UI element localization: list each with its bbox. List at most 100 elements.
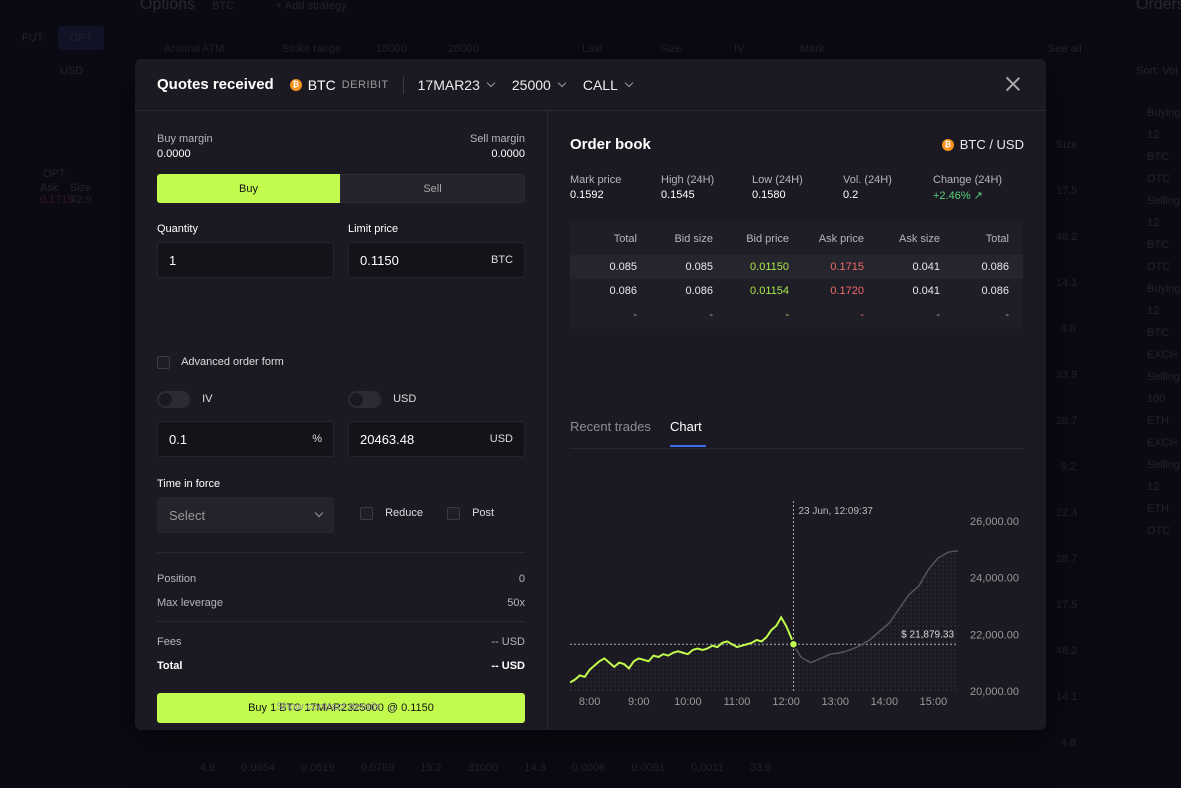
fees-value: -- USD [491,636,525,648]
price-chart[interactable]: 26,000.00 24,000.00 22,000.00 20,000.00 8:00… [570,461,1033,721]
contract-details-toggle[interactable]: Show contract details [276,701,396,713]
filter-size[interactable]: Size [660,43,682,55]
x-tick-label: 8:00 [579,696,600,708]
tab-recent-trades[interactable]: Recent trades [570,419,651,434]
table-row[interactable]: - - - - - - [633,309,1009,321]
fees-label: Fees [157,636,182,648]
panel-divider [547,111,548,730]
header-bid-size: Bid size [674,233,713,245]
type-dropdown[interactable]: CALL [582,76,634,93]
bg-size-column: Size 17.5 48.2 14.1 4.8 33.9 28.7 9.2 22.4 28.7 17… [1056,139,1078,749]
iv-label: IV [202,393,213,406]
chart-area-fill [570,550,958,691]
post-checkbox-row[interactable]: Post [447,507,494,520]
x-tick-label: 9:00 [628,696,649,708]
buy-submit-button[interactable]: Buy 1 BTC 17MAR2325000 @ 0.1150 [157,693,525,723]
bg-bottom-row: 4.9 0.0654 0.0519 0.0789 15.2 31000 14.3 0.0006… [200,762,772,774]
stat-low: Low (24H) 0.1580 [752,174,803,201]
sell-margin-value: 0.0000 [491,148,525,160]
bg-coin: BTC [212,0,234,12]
quantity-input[interactable]: 1 [157,242,334,278]
iv-toggle[interactable] [157,391,190,408]
crosshair-time-label: 23 Jun, 12:09:37 [798,506,873,517]
strike-dropdown[interactable]: 25000 [512,77,567,93]
orders-sort: Sort: Vol [1136,65,1178,77]
tab-fut[interactable]: FUT [22,32,44,44]
stat-change: Change (24H) +2.46% ↗ [933,174,1003,202]
post-label: Post [472,507,495,520]
stat-volume: Vol. (24H) 0.2 [843,174,892,201]
limit-price-value: 0.1150 [360,252,399,268]
buy-sell-toggle: Buy Sell [157,174,525,203]
reduce-checkbox-row[interactable]: Reduce [360,507,423,520]
usd-input[interactable]: 20463.48 USD [348,421,525,457]
type-value: CALL [582,76,618,93]
post-checkbox[interactable] [447,507,460,520]
x-tick-label: 15:00 [920,696,948,708]
time-in-force-placeholder: Select [169,507,206,523]
advanced-order-checkbox[interactable] [157,356,170,369]
orders-title: Orders [1136,0,1181,13]
y-tick-label: 20,000.00 [970,686,1019,698]
advanced-order-label: Advanced order form [181,356,284,369]
chevron-down-icon [486,78,496,87]
quantity-value: 1 [169,252,177,268]
bitcoin-icon: ₿ [941,138,954,151]
y-tick-label: 22,000.00 [970,629,1019,641]
series-line-highlight [570,615,795,684]
header-ask-size: Ask size [899,233,940,245]
modal-header: Quotes received ₿ BTC DERIBIT 17MAR23 25… [135,59,1046,111]
quotes-modal: Quotes received ₿ BTC DERIBIT 17MAR23 25… [135,59,1046,730]
modal-title: Quotes received [157,76,274,93]
bg-side-size: Size 42.9 [70,182,92,206]
tab-opt[interactable]: OPT [58,26,104,50]
tab-chart[interactable]: Chart [670,419,702,434]
filter-strike-to[interactable]: 28000 [448,43,479,55]
filter-mark[interactable]: Mark [800,43,825,55]
table-row[interactable]: 0.085 0.085 0.01150 0.1715 0.041 0.086 [570,255,1023,279]
buy-margin-label: Buy margin [157,133,213,145]
exchange-label: DERIBIT [341,78,389,91]
order-book-panel: Order book ₿ BTC / USD Mark price 0.1592 … [548,111,1046,730]
close-icon[interactable] [1006,77,1020,91]
filter-around-atm[interactable]: Around ATM [164,43,225,55]
chevron-down-icon [314,508,324,518]
order-book-table: Total Bid size Bid price Ask price Ask s… [570,221,1023,329]
order-book-tabs: Recent trades Chart [570,409,1023,449]
expiry-value: 17MAR23 [417,76,480,93]
iv-value: 0.1 [169,431,188,447]
filter-last[interactable]: Last [582,43,603,55]
bitcoin-icon: ₿ [289,78,302,91]
add-strategy-button[interactable]: + Add strategy [276,0,347,12]
filter-see-all[interactable]: See all [1048,43,1082,55]
time-in-force-select[interactable]: Select [157,497,334,533]
iv-toggle-row[interactable]: IV [157,391,212,408]
page-title: Options [140,0,196,13]
leverage-value: 50x [507,597,525,609]
leverage-label: Max leverage [157,597,224,609]
active-tab-indicator [670,445,706,447]
y-tick-label: 26,000.00 [970,516,1019,528]
header-total: Total [985,233,1009,245]
table-header: Total Bid size Bid price Ask price Ask s… [570,227,1023,251]
iv-input[interactable]: 0.1% [157,421,334,457]
crosshair-price-label: $ 21,879.33 [901,629,954,640]
bg-side-ask: Ask 0.1715 [40,182,74,206]
usd-toggle[interactable] [348,391,381,408]
sell-tab[interactable]: Sell [340,174,525,203]
header-total: Total [613,233,637,245]
buy-tab[interactable]: Buy [157,174,340,203]
bg-orders-list: Buying 12 BTC OTC Selling 12 BTC OTC Buying 12 … [1147,107,1181,537]
reduce-checkbox[interactable] [360,507,373,520]
filter-strike-range[interactable]: Strike range [282,43,342,55]
table-row[interactable]: 0.086 0.086 0.01154 0.1720 0.041 0.086 [609,285,1009,297]
expiry-dropdown[interactable]: 17MAR23 [417,76,496,93]
crosshair-point [788,639,799,649]
contract-details-label: Show contract details [276,701,381,713]
limit-price-input[interactable]: 0.1150 BTC [348,242,525,278]
usd-toggle-row[interactable]: USD [348,391,416,408]
filter-strike-from[interactable]: 18000 [376,43,407,55]
filter-iv[interactable]: IV [734,43,745,55]
advanced-order-checkbox-row[interactable]: Advanced order form [157,356,284,369]
bg-currency: USD [60,65,84,77]
